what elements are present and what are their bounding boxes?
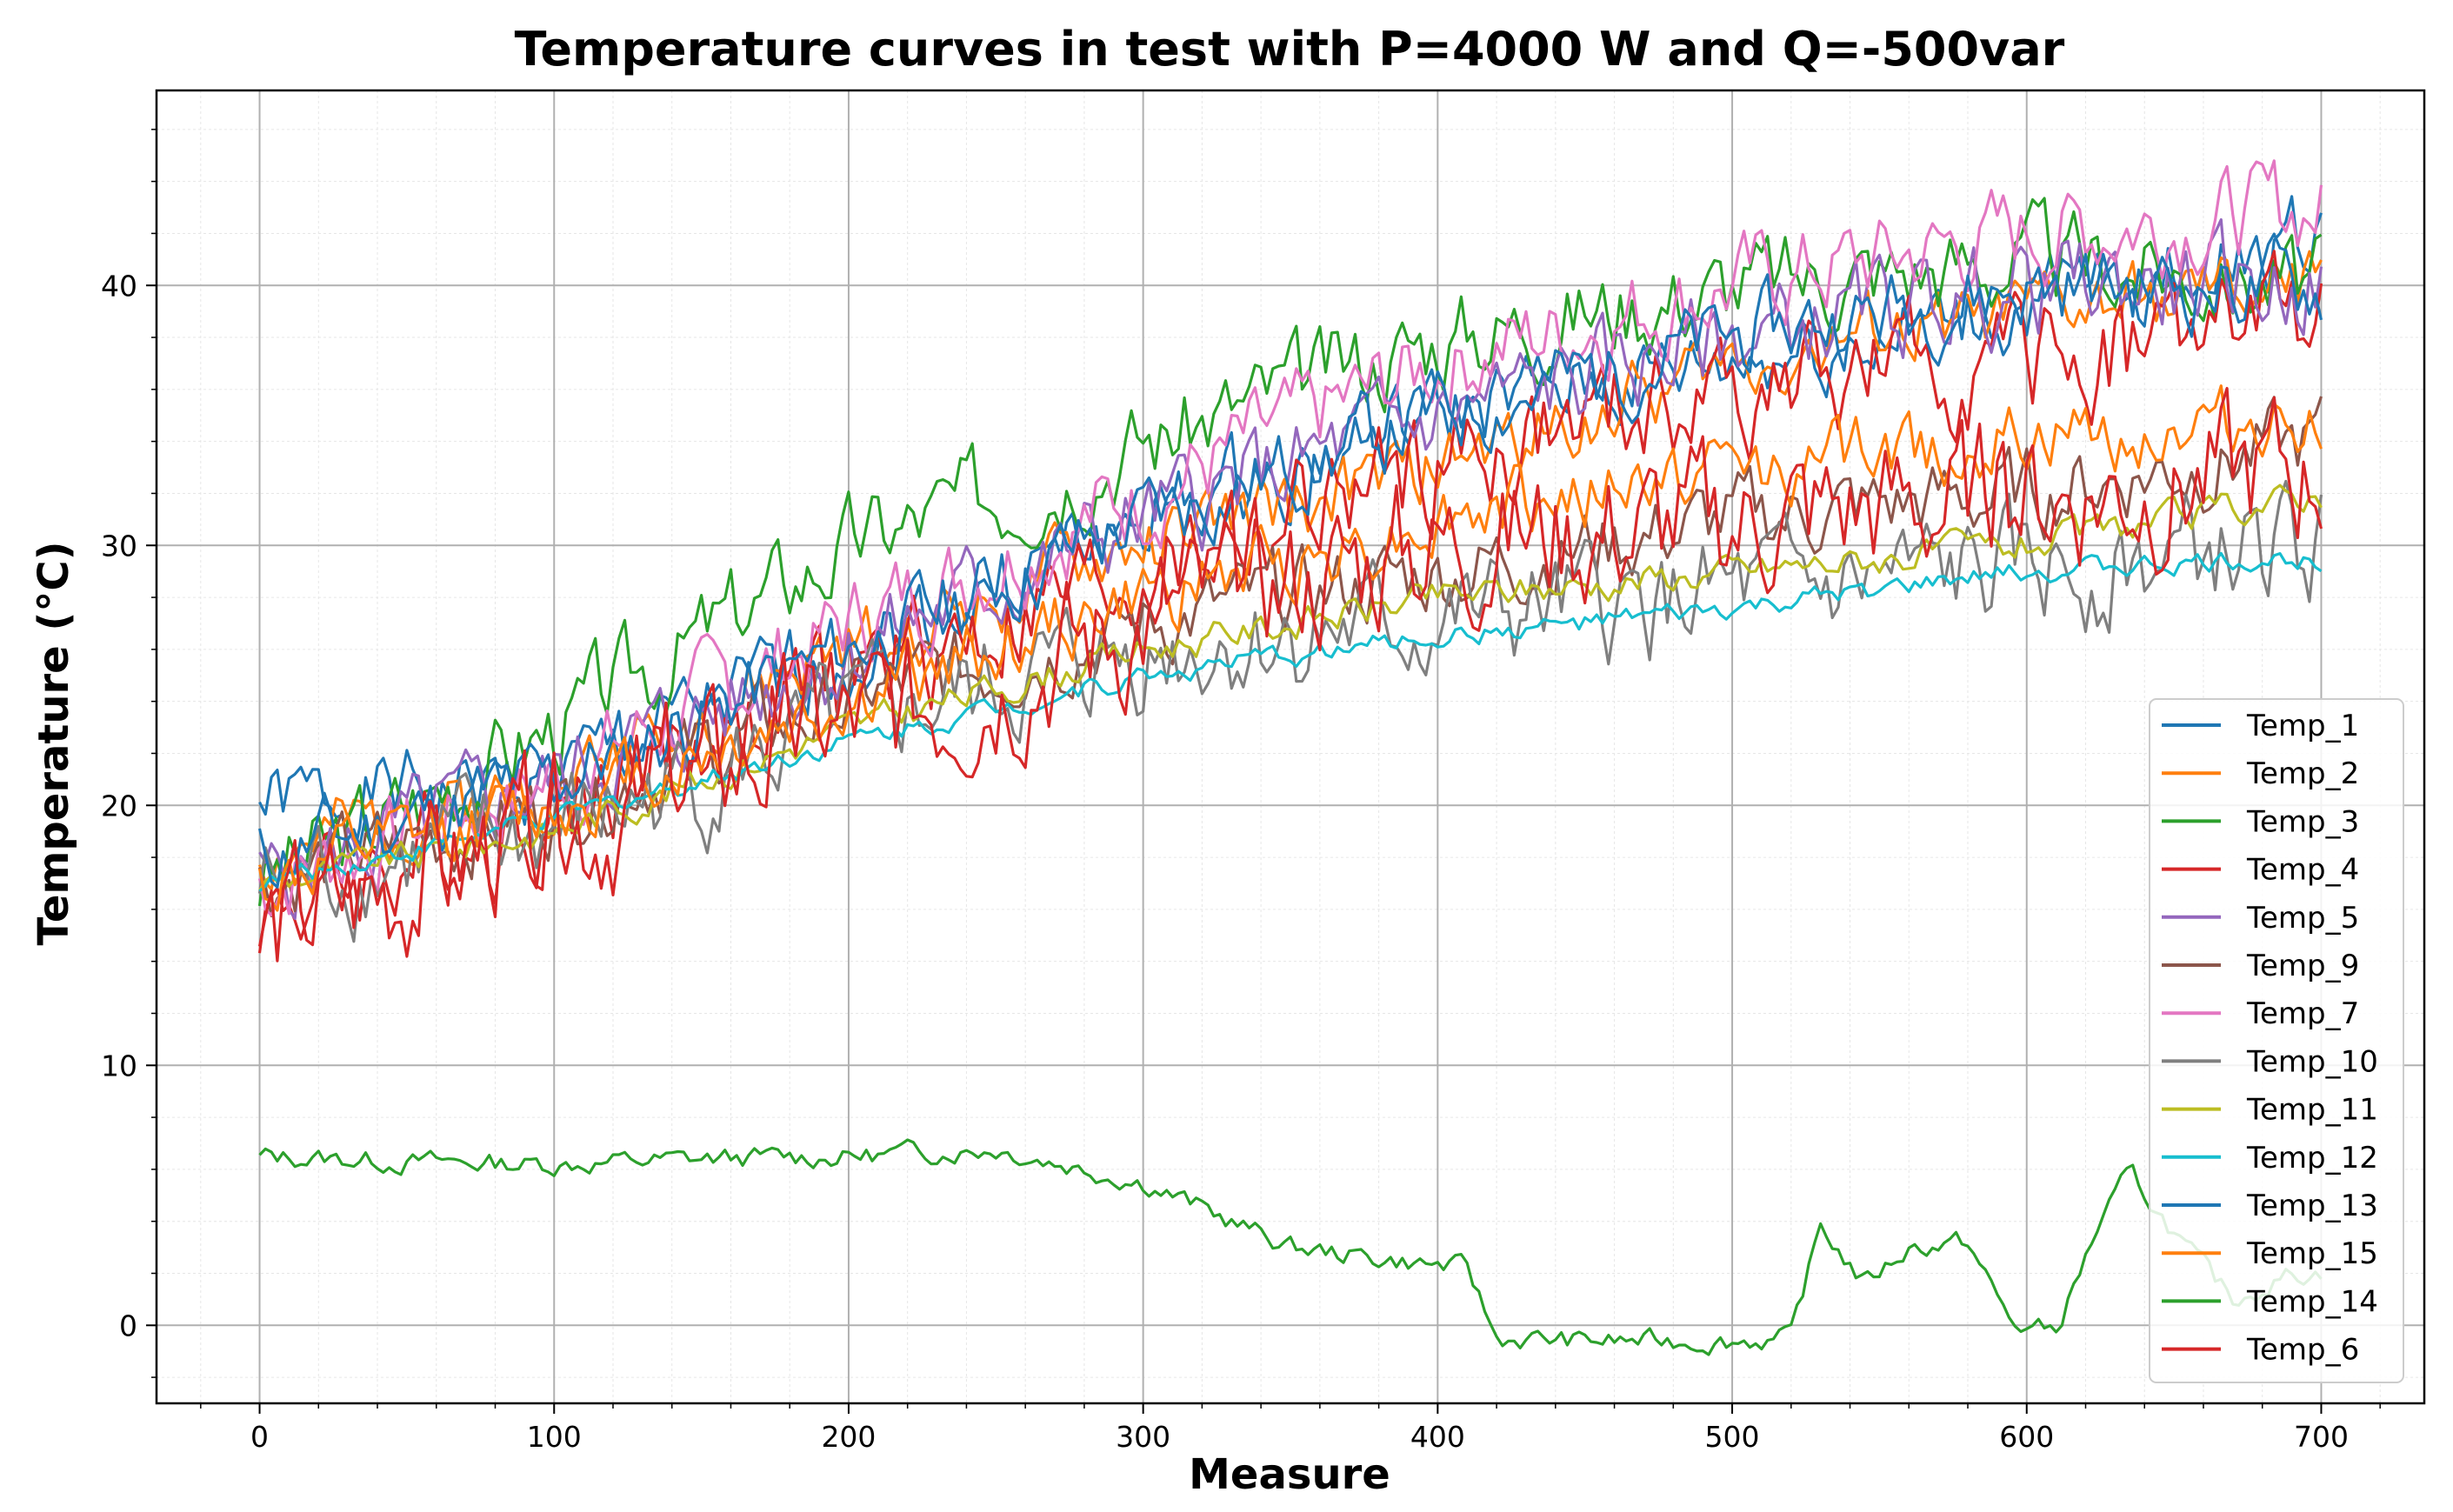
- legend-label: Temp_4: [2246, 853, 2359, 888]
- y-axis-ticks: 0 10 20 30 40: [101, 129, 157, 1378]
- legend-label: Temp_15: [2246, 1236, 2378, 1271]
- y-tick-label: 20: [101, 789, 137, 823]
- series-line-temp-13: [257, 232, 2323, 889]
- chart-legend: Temp_1 Temp_2 Temp_3 Temp_4 Temp_5 Temp_9 Temp…: [2149, 698, 2404, 1383]
- x-tick-label: 0: [250, 1420, 269, 1454]
- legend-label: Temp_7: [2246, 996, 2359, 1031]
- series-line-temp-15: [257, 384, 2323, 912]
- legend-label: Temp_11: [2246, 1093, 2378, 1128]
- y-tick-label: 10: [101, 1049, 137, 1082]
- y-axis-label: Temperature (°C): [30, 541, 78, 945]
- x-tick-label: 700: [2294, 1420, 2349, 1454]
- series-line-temp-11: [258, 483, 2323, 892]
- y-tick-label: 0: [119, 1309, 137, 1342]
- legend-label: Temp_2: [2246, 756, 2359, 791]
- x-tick-label: 200: [821, 1420, 876, 1454]
- series-line-temp-12: [258, 551, 2323, 893]
- y-tick-label: 30: [101, 529, 137, 563]
- chart-title: Temperature curves in test with P=4000 W…: [515, 22, 2065, 77]
- x-tick-label: 400: [1410, 1420, 1465, 1454]
- legend-label: Temp_10: [2246, 1044, 2378, 1079]
- legend-label: Temp_1: [2246, 709, 2359, 743]
- series-line-temp-7: [257, 159, 2323, 917]
- x-axis-ticks: 0 100 200 300 400 500 600 700: [200, 1403, 2381, 1454]
- x-tick-label: 500: [1705, 1420, 1760, 1454]
- series-line-temp-6: [257, 387, 2323, 962]
- legend-label: Temp_6: [2246, 1333, 2359, 1368]
- plot-frame: [155, 89, 2426, 1405]
- series-line-temp-2: [257, 250, 2323, 891]
- legend-label: Temp_5: [2246, 901, 2359, 936]
- x-axis-label: Measure: [1189, 1450, 1390, 1499]
- series-line-temp-14: [258, 1138, 2323, 1356]
- legend-label: Temp_12: [2246, 1141, 2378, 1176]
- legend-label: Temp_9: [2246, 949, 2359, 983]
- x-tick-label: 300: [1116, 1420, 1170, 1454]
- legend-label: Temp_3: [2246, 804, 2359, 839]
- y-tick-label: 40: [101, 269, 137, 303]
- legend-label: Temp_13: [2246, 1189, 2378, 1223]
- series-lines: [257, 159, 2323, 1356]
- legend-box: [2149, 698, 2404, 1383]
- x-tick-label: 100: [527, 1420, 582, 1454]
- legend-label: Temp_14: [2246, 1284, 2378, 1319]
- x-tick-label: 600: [1999, 1420, 2054, 1454]
